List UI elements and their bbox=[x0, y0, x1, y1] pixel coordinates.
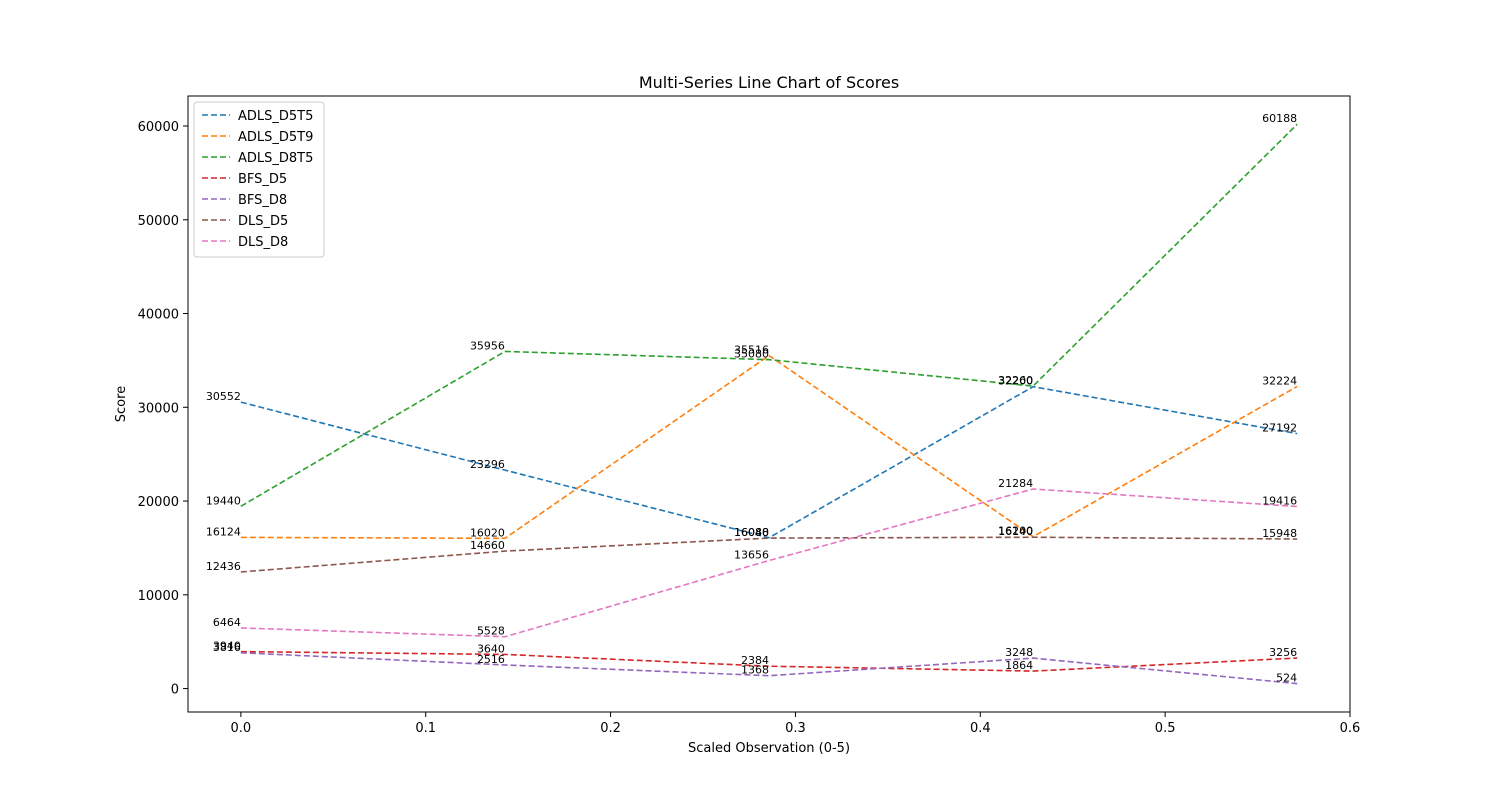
legend-label-adls-d8t5: ADLS_D8T5 bbox=[238, 151, 313, 166]
series-line-bfs-d5 bbox=[240, 650, 1298, 672]
x-axis-label: Scaled Observation (0-5) bbox=[688, 741, 850, 756]
plot-area: 0.0 0.1 0.2 0.3 0.4 0.5 0.6 0 10000 20000 30000 400… bbox=[138, 95, 1361, 736]
data-label-adls-d8t5: 19440 bbox=[206, 494, 241, 507]
data-label-bfs-d5: 2384 bbox=[741, 654, 769, 667]
legend-label-dls-d8: DLS_D8 bbox=[238, 235, 288, 250]
data-label-adls-d5t5: 16080 bbox=[734, 526, 769, 539]
data-label-dls-d5: 15948 bbox=[1262, 527, 1297, 540]
data-label-adls-d8t5: 32260 bbox=[998, 374, 1033, 387]
y-tick-label: 60000 bbox=[138, 120, 179, 135]
y-tick-label: 50000 bbox=[138, 214, 179, 229]
y-tick-label: 40000 bbox=[138, 308, 179, 323]
data-label-bfs-d8: 2516 bbox=[477, 653, 505, 666]
series-line-dls-d8 bbox=[240, 488, 1298, 638]
data-label-bfs-d5: 1864 bbox=[1005, 659, 1033, 672]
legend-label-bfs-d8: BFS_D8 bbox=[238, 193, 287, 208]
data-label-dls-d5: 16140 bbox=[998, 525, 1033, 538]
data-label-dls-d5: 14660 bbox=[470, 539, 505, 552]
data-label-dls-d5: 12436 bbox=[206, 560, 241, 573]
series-line-adls-d8t5 bbox=[240, 123, 1298, 507]
data-label-dls-d8: 6464 bbox=[213, 616, 241, 629]
legend-label-adls-d5t9: ADLS_D5T9 bbox=[238, 130, 313, 145]
data-label-bfs-d8: 524 bbox=[1276, 672, 1297, 685]
x-tick-label: 0.1 bbox=[415, 721, 436, 736]
data-label-adls-d5t9: 16020 bbox=[470, 526, 505, 539]
chart-title: Multi-Series Line Chart of Scores bbox=[639, 73, 899, 92]
data-label-adls-d8t5: 35956 bbox=[470, 339, 505, 352]
data-label-adls-d5t5: 23296 bbox=[470, 458, 505, 471]
y-tick-label: 0 bbox=[171, 683, 179, 698]
x-tick-label: 0.6 bbox=[1340, 721, 1361, 736]
series-line-bfs-d8 bbox=[240, 651, 1298, 685]
data-label-adls-d5t5: 27192 bbox=[1262, 422, 1297, 435]
data-label-dls-d8: 5528 bbox=[477, 625, 505, 638]
y-axis-label: Score bbox=[114, 386, 129, 422]
legend-label-adls-d5t5: ADLS_D5T5 bbox=[238, 109, 313, 124]
data-label-adls-d5t5: 32200 bbox=[998, 375, 1033, 388]
series-line-adls-d5t5 bbox=[240, 385, 1298, 539]
data-label-dls-d8: 21284 bbox=[998, 477, 1033, 490]
y-tick-label: 10000 bbox=[138, 589, 179, 604]
legend-label-dls-d5: DLS_D5 bbox=[238, 214, 288, 229]
data-label-dls-d5: 16048 bbox=[734, 526, 769, 539]
x-tick-label: 0.2 bbox=[600, 721, 621, 736]
data-label-adls-d5t9: 32224 bbox=[1262, 374, 1297, 387]
data-label-bfs-d8: 3816 bbox=[213, 641, 241, 654]
legend-box bbox=[193, 101, 325, 258]
data-label-adls-d8t5: 60188 bbox=[1262, 112, 1297, 125]
series-line-dls-d5 bbox=[240, 536, 1298, 573]
data-label-adls-d5t9: 16200 bbox=[998, 525, 1033, 538]
data-label-dls-d8: 13656 bbox=[734, 549, 769, 562]
data-label-adls-d5t5: 30552 bbox=[206, 390, 241, 403]
data-label-bfs-d8: 3248 bbox=[1005, 646, 1033, 659]
series-line-adls-d5t9 bbox=[240, 354, 1298, 540]
x-tick-label: 0.0 bbox=[231, 721, 252, 736]
plot-frame bbox=[187, 95, 1351, 713]
data-label-adls-d8t5: 35080 bbox=[734, 348, 769, 361]
x-tick-label: 0.4 bbox=[970, 721, 991, 736]
y-tick-label: 20000 bbox=[138, 495, 179, 510]
data-label-bfs-d5: 3940 bbox=[213, 640, 241, 653]
data-label-bfs-d8: 1368 bbox=[741, 664, 769, 677]
y-tick-label: 30000 bbox=[138, 401, 179, 416]
x-tick-label: 0.5 bbox=[1155, 721, 1176, 736]
data-label-bfs-d5: 3256 bbox=[1269, 646, 1297, 659]
data-label-adls-d5t9: 16124 bbox=[206, 525, 241, 538]
legend-label-bfs-d5: BFS_D5 bbox=[238, 172, 287, 187]
data-label-bfs-d5: 3640 bbox=[477, 642, 505, 655]
legend: ADLS_D5T5 ADLS_D5T9 ADLS_D8T5 BFS_D5 BFS_D8 D… bbox=[193, 101, 325, 258]
data-label-dls-d8: 19416 bbox=[1262, 495, 1297, 508]
data-label-adls-d5t9: 35516 bbox=[734, 344, 769, 357]
x-tick-label: 0.3 bbox=[785, 721, 806, 736]
